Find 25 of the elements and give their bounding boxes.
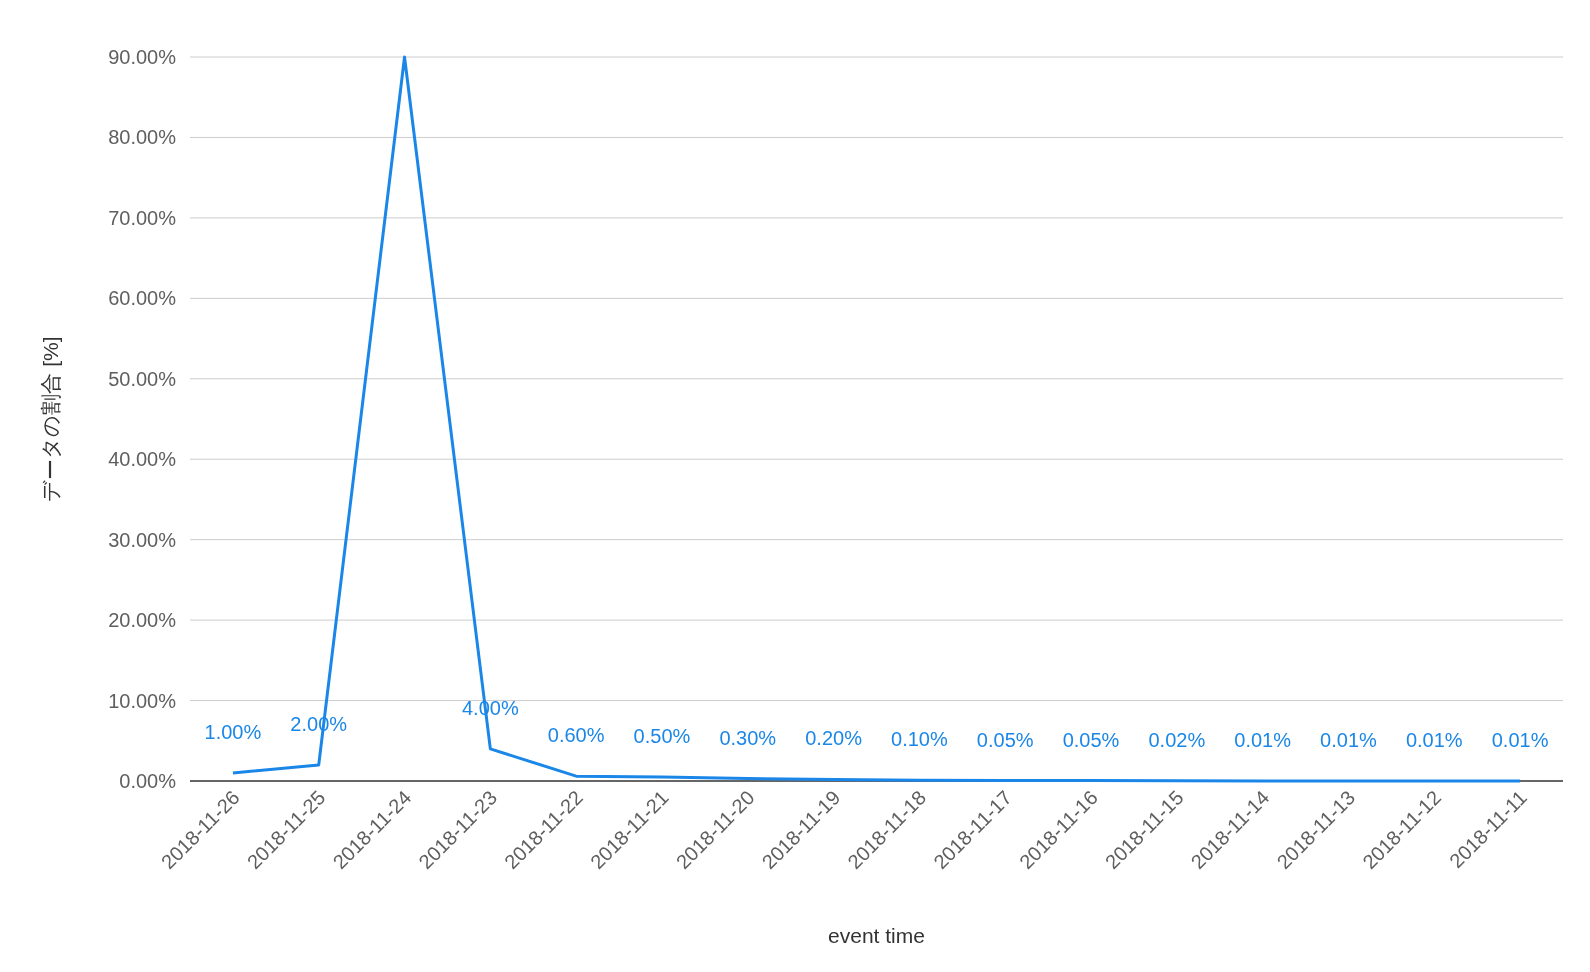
- data-label: 0.50%: [633, 724, 691, 747]
- y-tick-label: 80.00%: [108, 126, 177, 149]
- data-label: 0.01%: [1234, 728, 1292, 751]
- y-tick-label: 50.00%: [108, 367, 177, 390]
- data-label: 0.02%: [1148, 728, 1206, 751]
- y-tick-label: 10.00%: [108, 689, 177, 712]
- y-tick-label: 20.00%: [108, 609, 177, 632]
- x-axis-title: event time: [828, 924, 925, 947]
- data-label: 0.20%: [805, 727, 863, 750]
- data-label: 0.10%: [891, 728, 948, 751]
- data-label: 0.05%: [976, 728, 1034, 751]
- y-tick-label: 90.00%: [108, 46, 177, 68]
- y-tick-label: 30.00%: [108, 528, 177, 551]
- y-tick-label: 40.00%: [108, 448, 177, 471]
- data-label: 0.01%: [1405, 728, 1463, 751]
- data-label: 0.01%: [1491, 728, 1549, 751]
- data-label: 0.60%: [547, 724, 605, 747]
- data-label: 0.01%: [1320, 728, 1378, 751]
- y-axis-title: データの割合 [%]: [39, 336, 62, 502]
- data-label: 0.30%: [719, 726, 777, 749]
- y-tick-label: 0.00%: [119, 770, 177, 792]
- y-tick-label: 70.00%: [108, 206, 177, 229]
- data-label: 0.05%: [1062, 728, 1120, 751]
- y-tick-label: 60.00%: [108, 287, 177, 310]
- data-label: 1.00%: [204, 720, 262, 743]
